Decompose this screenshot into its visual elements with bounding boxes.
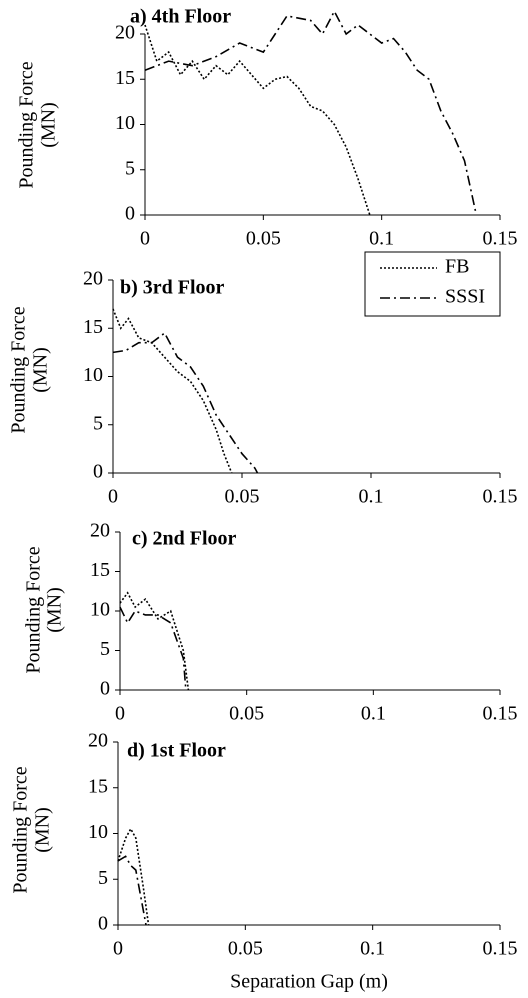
series-line: [119, 606, 187, 691]
y-axis-label: Pounding Force: [16, 61, 38, 188]
series-line: [112, 308, 233, 474]
y-tick-label: 15: [88, 775, 108, 797]
x-tick-label: 0.05: [225, 486, 260, 508]
series-line: [144, 9, 478, 216]
y-tick-label: 0: [93, 461, 103, 483]
y-axis-label: Pounding Force: [23, 546, 45, 673]
x-tick-label: 0.05: [228, 938, 263, 960]
series-line: [144, 24, 371, 216]
series-line: [119, 591, 190, 691]
y-tick-label: 15: [115, 67, 135, 89]
y-axis-label: (MN): [32, 807, 54, 853]
y-tick-label: 10: [115, 112, 135, 134]
y-tick-label: 0: [125, 203, 135, 225]
x-axis-label: Separation Gap (m): [230, 971, 388, 993]
x-tick-label: 0.15: [483, 938, 518, 960]
series-line: [117, 827, 150, 926]
panel-title: d) 1st Floor: [127, 740, 226, 762]
panel-title: a) 4th Floor: [130, 6, 231, 28]
y-tick-label: 20: [83, 268, 103, 290]
legend-label: SSSI: [445, 286, 485, 308]
y-tick-label: 0: [98, 913, 108, 935]
panel-title: b) 3rd Floor: [120, 277, 225, 299]
legend-label: FB: [445, 256, 469, 278]
x-tick-label: 0.1: [361, 703, 386, 725]
x-tick-label: 0.05: [229, 703, 264, 725]
x-tick-label: 0.15: [483, 228, 518, 250]
x-tick-label: 0.1: [360, 938, 385, 960]
x-tick-label: 0: [115, 703, 125, 725]
series-line: [112, 331, 259, 474]
y-axis-label: (MN): [38, 102, 60, 148]
y-tick-label: 5: [100, 638, 110, 660]
x-tick-label: 0.05: [246, 228, 281, 250]
y-tick-label: 15: [83, 316, 103, 338]
y-axis-label: Pounding Force: [8, 306, 30, 433]
panel-title: c) 2nd Floor: [132, 528, 237, 550]
y-axis-label: (MN): [44, 587, 66, 633]
y-tick-label: 20: [88, 730, 108, 752]
y-tick-label: 15: [90, 559, 110, 581]
x-tick-label: 0.15: [483, 703, 518, 725]
y-tick-label: 5: [98, 867, 108, 889]
x-tick-label: 0.15: [483, 486, 518, 508]
y-tick-label: 10: [88, 821, 108, 843]
y-axis-label: (MN): [30, 347, 52, 393]
y-tick-label: 5: [125, 157, 135, 179]
x-tick-label: 0: [113, 938, 123, 960]
y-axis-label: Pounding Force: [10, 766, 32, 893]
series-line: [117, 855, 147, 926]
y-tick-label: 5: [93, 412, 103, 434]
y-tick-label: 10: [83, 364, 103, 386]
x-tick-label: 0: [108, 486, 118, 508]
x-tick-label: 0.1: [359, 486, 384, 508]
y-tick-label: 0: [100, 678, 110, 700]
y-tick-label: 20: [90, 520, 110, 542]
legend-box: [364, 251, 501, 317]
x-tick-label: 0.1: [369, 228, 394, 250]
y-tick-label: 10: [90, 599, 110, 621]
y-tick-label: 20: [115, 22, 135, 44]
x-tick-label: 0: [140, 228, 150, 250]
